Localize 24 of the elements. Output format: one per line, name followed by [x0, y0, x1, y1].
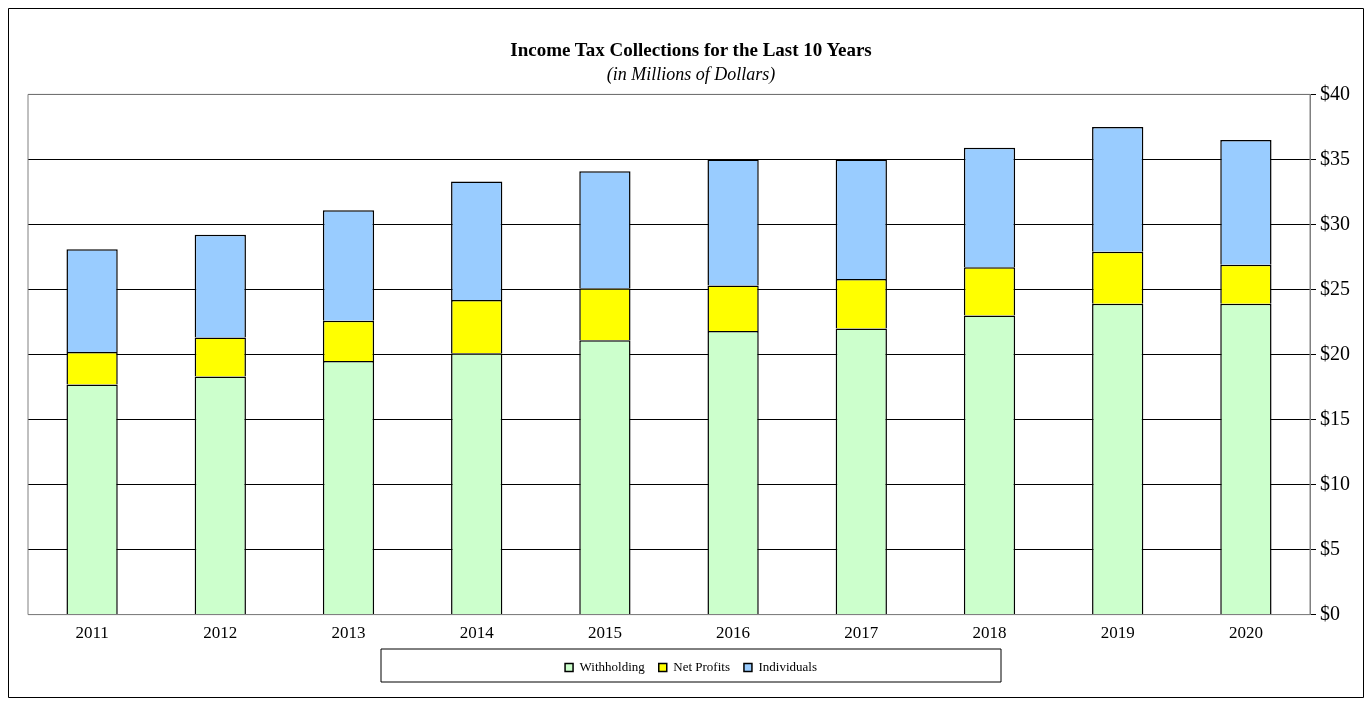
y-tick-label: $30	[1320, 211, 1350, 234]
legend-label: Individuals	[758, 658, 817, 674]
y-tick-label: $25	[1320, 276, 1350, 299]
legend-label: Net Profits	[673, 658, 730, 674]
x-tick-label: 2013	[331, 623, 366, 643]
x-tick-label: 2017	[844, 623, 879, 643]
x-tick-label: 2015	[587, 623, 622, 643]
legend-label: Withholding	[579, 658, 646, 674]
x-tick-label: 2019	[1100, 623, 1135, 643]
y-tick-label: $20	[1320, 341, 1350, 364]
x-tick-label: 2020	[1228, 623, 1263, 643]
x-tick-label: 2011	[75, 623, 109, 643]
y-tick-label: $35	[1320, 146, 1350, 169]
x-tick-label: 2016	[716, 623, 751, 643]
x-tick-label: 2012	[203, 623, 238, 643]
x-tick-label: 2018	[972, 623, 1007, 643]
y-tick-label: $5	[1320, 536, 1340, 559]
chart-title: Income Tax Collections for the Last 10 Years	[510, 39, 872, 61]
y-tick-label: $40	[1320, 81, 1350, 104]
y-tick-label: $10	[1320, 471, 1350, 494]
chart-subtitle: (in Millions of Dollars)	[606, 64, 776, 86]
y-tick-label: $0	[1320, 601, 1340, 624]
y-tick-label: $15	[1320, 406, 1350, 429]
x-tick-label: 2014	[459, 623, 495, 643]
